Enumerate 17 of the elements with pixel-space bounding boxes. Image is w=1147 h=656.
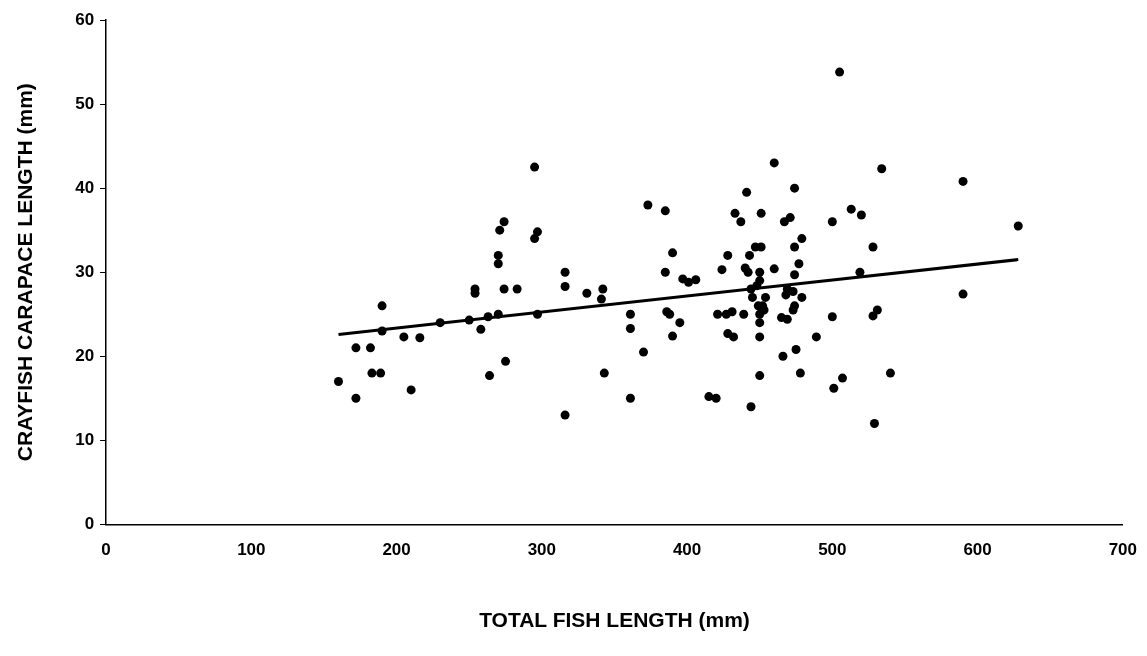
y-tick-label: 40 — [75, 177, 95, 197]
y-tick-label: 10 — [75, 430, 95, 450]
x-tick-label: 700 — [1108, 540, 1138, 560]
x-tick-label: 100 — [237, 540, 266, 560]
y-axis-title: CRAYFISH CARAPACE LENGTH (mm) — [13, 83, 37, 462]
x-tick-label: 400 — [672, 540, 702, 560]
x-tick-label: 200 — [382, 540, 411, 560]
x-axis-title: TOTAL FISH LENGTH (mm) — [479, 608, 750, 632]
x-tick-label: 600 — [963, 540, 992, 560]
y-tick-label: 60 — [75, 9, 95, 29]
y-tick-label: 50 — [75, 93, 95, 113]
x-tick-label: 0 — [101, 540, 111, 560]
x-tick-label: 500 — [818, 540, 847, 560]
y-tick-label: 30 — [75, 261, 95, 281]
y-tick-label: 0 — [84, 514, 95, 534]
x-tick-label: 300 — [527, 540, 557, 560]
y-tick-label: 20 — [75, 345, 95, 365]
